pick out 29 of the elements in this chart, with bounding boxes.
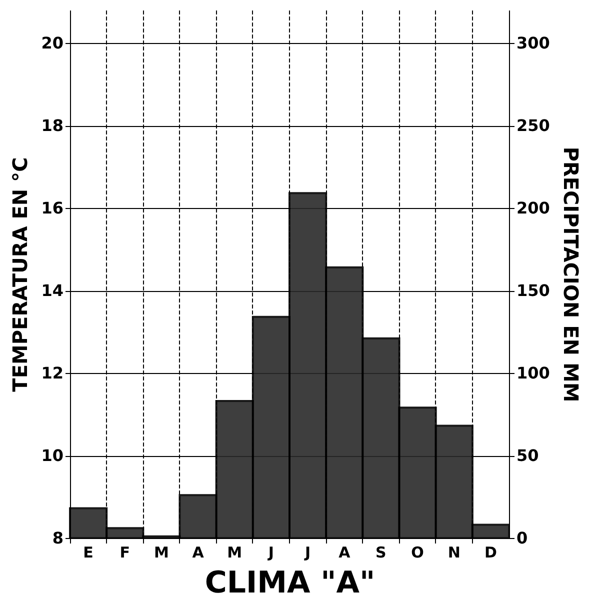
x-tick-label: E bbox=[83, 544, 94, 562]
x-axis-title: CLIMA "A" bbox=[204, 566, 376, 600]
x-tick-label: A bbox=[192, 544, 204, 562]
y2-tick-label: 0 bbox=[516, 528, 528, 548]
y-tick-label: 10 bbox=[41, 446, 64, 465]
x-tick-label: N bbox=[448, 544, 460, 562]
y-tick-label: 8 bbox=[52, 528, 64, 548]
y2-tick-label: 150 bbox=[516, 281, 550, 300]
x-tick-label: A bbox=[338, 544, 351, 562]
x-tick-label: M bbox=[227, 544, 242, 562]
x-tick-label: J bbox=[304, 544, 311, 562]
x-tick-label: D bbox=[484, 544, 497, 562]
y2-tick-label: 100 bbox=[516, 364, 550, 382]
x-tick-label: S bbox=[376, 544, 386, 562]
x-tick-label: O bbox=[411, 544, 424, 562]
y-tick-label: 18 bbox=[41, 116, 64, 135]
y2-tick-label: 200 bbox=[516, 198, 550, 218]
x-tick-label: M bbox=[154, 544, 169, 562]
x-tick-label: J bbox=[267, 544, 274, 562]
y-tick-label: 14 bbox=[41, 281, 64, 300]
y-tick-label: 12 bbox=[41, 364, 64, 382]
y-tick-label: 20 bbox=[41, 34, 64, 52]
y2-axis-title: PRECIPITACION EN MM bbox=[558, 146, 583, 402]
y-tick-label: 16 bbox=[41, 198, 64, 218]
y2-tick-label: 300 bbox=[516, 34, 550, 52]
y2-tick-label: 250 bbox=[516, 116, 550, 135]
y2-tick-label: 50 bbox=[516, 446, 539, 465]
y-axis-title: TEMPERATURA EN °C bbox=[8, 157, 32, 392]
x-tick-label: F bbox=[120, 544, 130, 562]
